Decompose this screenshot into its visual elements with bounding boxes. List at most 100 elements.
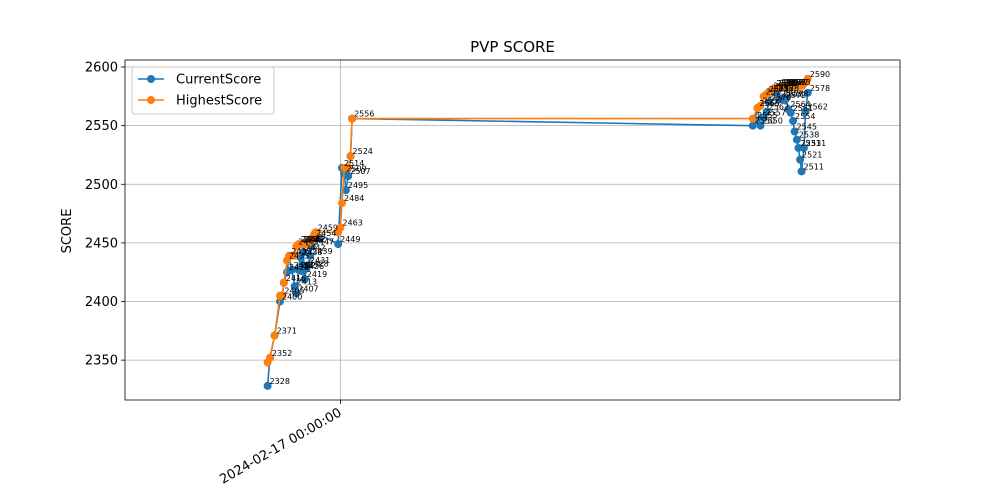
point-label: 2328 <box>270 377 290 386</box>
data-point <box>303 261 312 270</box>
point-label: 2511 <box>804 162 824 171</box>
y-tick-label: 2600 <box>85 61 118 76</box>
data-point <box>803 88 812 97</box>
point-label: 2578 <box>810 84 830 93</box>
point-label: 2447 <box>314 237 334 246</box>
point-label: 2573 <box>786 78 806 87</box>
y-tick-label: 2550 <box>85 119 118 134</box>
point-label: 2577 <box>788 78 808 87</box>
data-point <box>306 251 315 260</box>
point-label: 2442 <box>305 243 325 252</box>
point-label: 2454 <box>316 229 336 238</box>
point-label: 2550 <box>763 117 783 126</box>
x-tick-label: 2024-02-17 00:00:00 <box>217 405 344 487</box>
point-label: 2554 <box>795 112 815 121</box>
y-tick-label: 2400 <box>85 295 118 310</box>
data-point <box>334 240 343 249</box>
point-label: 2582 <box>779 79 799 88</box>
point-label: 2495 <box>348 181 368 190</box>
point-label: 2433 <box>289 251 309 260</box>
data-point <box>311 228 320 237</box>
point-label: 2570 <box>771 93 791 102</box>
point-label: 2426 <box>304 262 324 271</box>
point-label: 2371 <box>277 327 297 336</box>
point-label: 2556 <box>354 110 374 119</box>
point-label: 2579 <box>783 78 803 87</box>
data-point <box>756 121 765 130</box>
plot-frame <box>124 59 901 401</box>
data-point <box>748 114 757 123</box>
chart-title: PVP SCORE <box>470 38 555 56</box>
point-labels: 2328235223712400240524162425243924272413… <box>270 70 831 386</box>
y-axis-label: SCORE <box>60 209 75 254</box>
point-label: 2595 <box>776 79 796 88</box>
data-point <box>348 114 357 123</box>
data-point <box>299 248 308 257</box>
data-point <box>796 155 805 164</box>
series-layer <box>263 74 812 390</box>
point-label: 2557 <box>763 97 783 106</box>
point-label: 2400 <box>282 293 302 302</box>
data-point <box>300 275 309 284</box>
point-label: 2579 <box>781 78 801 87</box>
point-label: 2561 <box>793 104 813 113</box>
point-label: 2439 <box>304 235 324 244</box>
point-label: 2405 <box>284 287 304 296</box>
data-point <box>263 381 272 390</box>
point-label: 2439 <box>291 247 311 256</box>
point-label: 2431 <box>310 256 330 265</box>
data-point <box>290 282 299 291</box>
point-label: 2578 <box>779 84 799 93</box>
point-label: 2407 <box>298 284 318 293</box>
legend: CurrentScore HighestScore <box>131 66 275 115</box>
point-label: 2449 <box>340 235 360 244</box>
point-label: 2582 <box>776 79 796 88</box>
legend-label: HighestScore <box>176 94 262 109</box>
point-label: 2565 <box>759 99 779 108</box>
data-point <box>797 167 806 176</box>
data-point <box>801 107 810 116</box>
data-point <box>270 331 279 340</box>
data-point <box>292 289 301 298</box>
data-point <box>265 353 274 362</box>
legend-marker <box>147 96 155 104</box>
point-label: 2557 <box>766 108 786 117</box>
data-point <box>290 251 299 260</box>
point-label: 2428 <box>308 260 328 269</box>
legend-label: CurrentScore <box>176 73 261 88</box>
data-point <box>344 163 353 172</box>
point-label: 2521 <box>802 151 822 160</box>
data-point <box>786 108 795 117</box>
point-label: 2550 <box>755 117 775 126</box>
plot-area <box>125 60 900 400</box>
data-point <box>789 116 798 125</box>
point-label: 2419 <box>307 270 327 279</box>
point-label: 2507 <box>350 167 370 176</box>
point-label: 2524 <box>353 147 373 156</box>
point-label: 2590 <box>810 70 830 79</box>
point-label: 2427 <box>301 261 321 270</box>
point-label: 2413 <box>297 277 317 286</box>
data-point <box>803 74 812 83</box>
data-point <box>287 265 296 274</box>
point-label: 2463 <box>342 219 362 228</box>
grid-lines <box>125 60 900 400</box>
point-label: 2573 <box>783 90 803 99</box>
data-point <box>782 94 791 103</box>
point-label: 2545 <box>797 123 817 132</box>
point-label: 2580 <box>773 81 793 90</box>
point-label: 2573 <box>788 90 808 99</box>
data-point <box>792 135 801 144</box>
plot-background <box>125 60 900 400</box>
point-label: 2514 <box>344 159 364 168</box>
y-tick-label: 2350 <box>85 354 118 369</box>
point-label: 2573 <box>781 90 801 99</box>
point-label: 2562 <box>769 103 789 112</box>
data-point <box>765 98 774 107</box>
data-point <box>278 291 287 300</box>
y-tick-label: 2450 <box>85 236 118 251</box>
data-point <box>338 199 346 208</box>
data-point <box>759 113 768 122</box>
data-point <box>799 143 808 152</box>
